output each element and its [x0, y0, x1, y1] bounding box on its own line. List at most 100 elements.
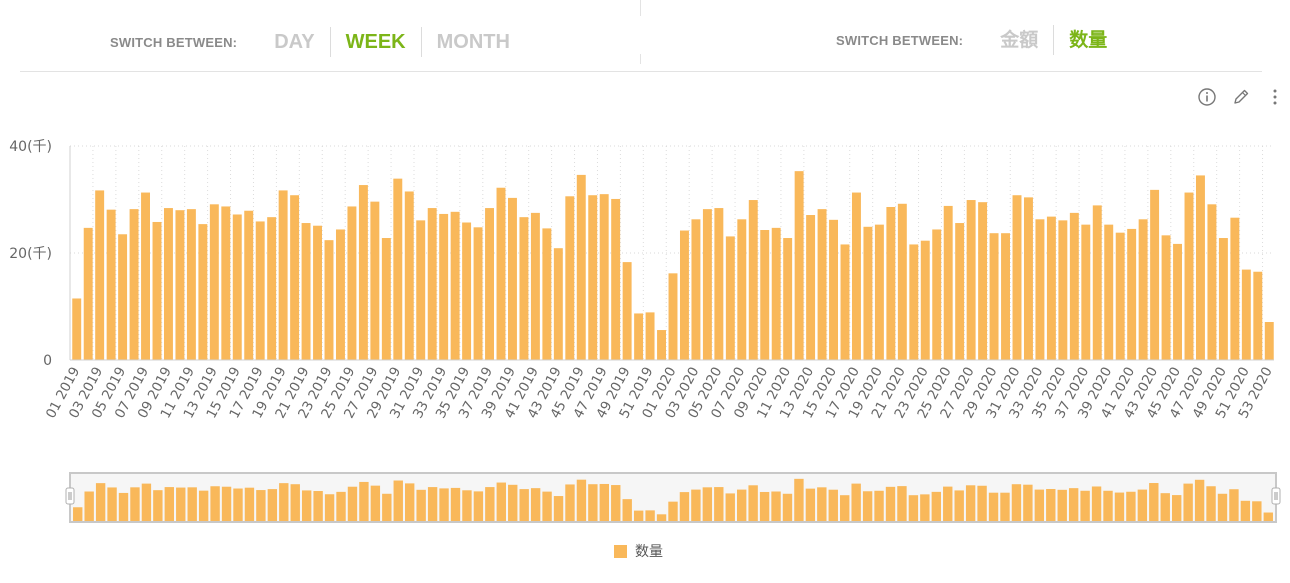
bar[interactable] — [920, 240, 930, 360]
edit-pencil-icon[interactable] — [1230, 86, 1252, 108]
bar[interactable] — [313, 225, 322, 360]
bar[interactable] — [840, 244, 850, 360]
bar[interactable] — [198, 224, 208, 360]
bar[interactable] — [668, 273, 678, 360]
bar[interactable] — [519, 217, 529, 360]
bar[interactable] — [439, 213, 449, 360]
bar[interactable] — [416, 220, 426, 360]
bar[interactable] — [129, 209, 139, 360]
bar[interactable] — [209, 204, 219, 360]
bar[interactable] — [1058, 220, 1068, 360]
switch-day-button[interactable]: DAY — [274, 31, 315, 53]
bar[interactable] — [324, 240, 334, 360]
bar[interactable] — [645, 312, 655, 360]
bar[interactable] — [588, 195, 598, 360]
bar[interactable] — [141, 192, 150, 360]
bar[interactable] — [989, 233, 999, 360]
bar[interactable] — [1241, 269, 1251, 360]
bar[interactable] — [267, 217, 277, 360]
bar[interactable] — [634, 313, 644, 360]
bar[interactable] — [1195, 175, 1205, 360]
bar[interactable] — [542, 228, 552, 360]
bar[interactable] — [152, 221, 162, 360]
bar[interactable] — [1173, 243, 1182, 360]
chart-legend[interactable]: 数量 — [614, 541, 663, 561]
bar[interactable] — [1184, 192, 1194, 360]
bar[interactable] — [393, 178, 403, 360]
bar[interactable] — [278, 190, 288, 360]
bar[interactable] — [1115, 232, 1125, 360]
bar[interactable] — [370, 201, 380, 360]
bar[interactable] — [611, 198, 621, 360]
bar[interactable] — [771, 227, 781, 360]
bar[interactable] — [1092, 205, 1102, 360]
bar[interactable] — [1046, 216, 1056, 360]
bar[interactable] — [473, 227, 483, 360]
navigator-right-handle[interactable] — [1271, 487, 1281, 505]
bar[interactable] — [485, 208, 494, 360]
bar[interactable] — [1264, 322, 1274, 360]
bar[interactable] — [1069, 212, 1079, 361]
bar[interactable] — [783, 238, 793, 360]
bar[interactable] — [163, 208, 173, 360]
bar[interactable] — [874, 224, 884, 360]
switch-quantity-button[interactable]: 数量 — [1069, 29, 1108, 51]
bar[interactable] — [1150, 189, 1160, 360]
bar[interactable] — [943, 205, 953, 360]
bar[interactable] — [106, 209, 116, 360]
bar[interactable] — [95, 190, 105, 360]
bar[interactable] — [1218, 238, 1228, 360]
bar[interactable] — [622, 262, 632, 360]
bar[interactable] — [1104, 224, 1114, 360]
bar[interactable] — [978, 202, 988, 360]
info-icon[interactable] — [1196, 86, 1218, 108]
bar[interactable] — [966, 200, 976, 360]
bar[interactable] — [806, 215, 816, 360]
bar[interactable] — [829, 219, 838, 360]
bar[interactable] — [748, 200, 758, 360]
bar[interactable] — [83, 227, 93, 360]
bar[interactable] — [1012, 195, 1022, 360]
bar[interactable] — [576, 174, 586, 360]
bar[interactable] — [427, 208, 437, 360]
bar[interactable] — [404, 191, 414, 360]
bar[interactable] — [118, 234, 128, 360]
bar[interactable] — [553, 248, 563, 360]
bar[interactable] — [232, 214, 242, 360]
bar[interactable] — [657, 330, 666, 360]
bar[interactable] — [496, 187, 506, 360]
bar[interactable] — [1138, 219, 1148, 360]
bar[interactable] — [175, 210, 185, 360]
bar[interactable] — [1230, 217, 1240, 360]
bar[interactable] — [1161, 235, 1171, 360]
bar[interactable] — [955, 223, 965, 360]
bar[interactable] — [1207, 204, 1217, 360]
bar[interactable] — [863, 226, 873, 360]
bar[interactable] — [565, 196, 575, 360]
bar[interactable] — [599, 194, 609, 360]
bar[interactable] — [737, 219, 747, 360]
bar[interactable] — [897, 203, 907, 360]
bar[interactable] — [221, 206, 231, 360]
bar[interactable] — [1023, 197, 1033, 360]
bar[interactable] — [72, 298, 82, 360]
bar[interactable] — [301, 223, 311, 360]
switch-amount-button[interactable]: 金額 — [1000, 29, 1039, 51]
switch-month-button[interactable]: MONTH — [436, 31, 510, 53]
bar[interactable] — [886, 206, 896, 360]
bar[interactable] — [1253, 271, 1263, 360]
bar[interactable] — [462, 222, 472, 361]
bar[interactable] — [244, 210, 254, 360]
bar[interactable] — [530, 212, 540, 361]
bar[interactable] — [381, 238, 391, 360]
bar[interactable] — [725, 236, 735, 360]
bar[interactable] — [817, 209, 827, 360]
switch-week-button[interactable]: WEEK — [345, 31, 406, 53]
bar[interactable] — [851, 192, 861, 360]
bar[interactable] — [702, 209, 712, 360]
navigator-left-handle[interactable] — [65, 487, 75, 505]
bar[interactable] — [186, 209, 196, 360]
bar[interactable] — [679, 230, 689, 360]
bar[interactable] — [335, 229, 345, 360]
bar[interactable] — [507, 197, 517, 360]
